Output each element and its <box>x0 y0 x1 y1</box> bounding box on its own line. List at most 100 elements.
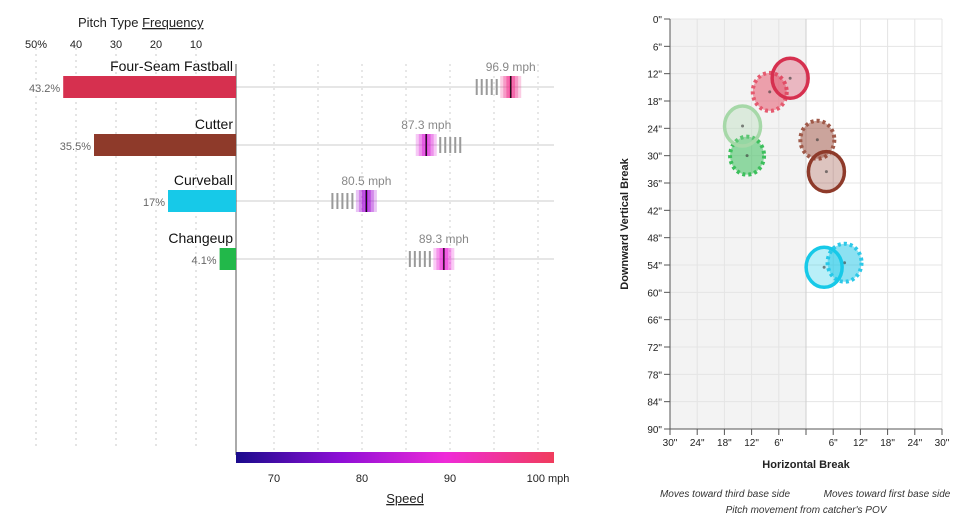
movement-y-axis-title: Downward Vertical Break <box>619 157 631 289</box>
frequency-value-label: 43.2% <box>29 83 60 95</box>
frequency-value-label: 35.5% <box>60 141 91 153</box>
speed-mark-band <box>451 248 455 270</box>
speed-mark-band <box>436 248 440 270</box>
frequency-bars: Four-Seam Fastball 43.2% Cutter 35.5% Curveb… <box>29 58 237 270</box>
speed-mark-band <box>433 248 437 270</box>
movement-caption: Pitch movement from catcher's POV <box>726 505 888 516</box>
movement-x-tick-label: 6" <box>829 438 839 449</box>
frequency-bar <box>63 76 237 98</box>
movement-y-tick-label: 48" <box>647 234 662 245</box>
movement-y-tick-label: 12" <box>647 70 662 81</box>
speed-tick-label: 100 mph <box>527 473 570 485</box>
frequency-tick-label: 20 <box>150 39 162 51</box>
speed-mark-band <box>427 134 431 156</box>
movement-x-axis-title: Horizontal Break <box>762 459 850 471</box>
movement-y-tick-label: 42" <box>647 206 662 217</box>
movement-y-tick-label: 18" <box>647 97 662 108</box>
frequency-title: Pitch Type Frequency <box>78 15 204 30</box>
speed-tick-label: 90 <box>444 473 456 485</box>
speed-tick-labels: 70 80 90 100 mph <box>268 473 570 485</box>
movement-y-tick-labels: 0" 6" 12" 18" 24" 30" 36" 42" 48" 54" 60" 66" 72" 78"… <box>647 15 670 436</box>
frequency-bar <box>94 134 236 156</box>
movement-point-center <box>822 265 826 269</box>
frequency-tick-label: 10 <box>190 39 202 51</box>
movement-x-tick-label: 6" <box>774 438 784 449</box>
movement-point-center <box>815 138 819 142</box>
speed-gridlines <box>236 64 554 450</box>
third-base-note: Moves toward third base side <box>660 489 791 500</box>
movement-x-tick-label: 12" <box>853 438 868 449</box>
speed-mark-band <box>439 248 443 270</box>
first-base-note: Moves toward first base side <box>824 489 951 500</box>
speed-axis-title: Speed <box>386 491 424 506</box>
movement-x-tick-labels: 30" 24" 18" 12" 6" 6" 12" 18" 24" 30" <box>663 429 950 449</box>
speed-mark-band <box>373 190 377 212</box>
frequency-tick-label: 40 <box>70 39 82 51</box>
movement-points <box>722 56 864 290</box>
frequency-gridlines <box>35 48 197 448</box>
speed-value-label: 87.3 mph <box>401 118 451 132</box>
movement-x-tick-label: 18" <box>880 438 895 449</box>
movement-point-center <box>788 76 792 80</box>
speed-mark-band <box>361 190 365 212</box>
speed-mark-band <box>418 134 422 156</box>
movement-y-tick-label: 24" <box>647 124 662 135</box>
movement-point-center <box>843 261 847 265</box>
speed-value-label: 80.5 mph <box>341 174 391 188</box>
frequency-bar <box>168 190 236 212</box>
speed-mark-band <box>430 134 434 156</box>
pitch-category-label: Changeup <box>168 230 233 246</box>
speed-mark-band <box>370 190 374 212</box>
movement-y-tick-label: 90" <box>647 425 662 436</box>
movement-y-tick-label: 54" <box>647 261 662 272</box>
speed-marks: 96.9 mph 87.3 mph 80.5 mph 89.3 mph <box>331 60 536 270</box>
frequency-tick-label: 30 <box>110 39 122 51</box>
movement-y-tick-label: 66" <box>647 316 662 327</box>
speed-mark-band <box>515 76 519 98</box>
movement-x-tick-label: 18" <box>717 438 732 449</box>
speed-tick-label: 70 <box>268 473 280 485</box>
movement-x-tick-label: 12" <box>744 438 759 449</box>
movement-y-tick-label: 0" <box>653 15 663 26</box>
movement-y-tick-label: 78" <box>647 370 662 381</box>
frequency-value-label: 4.1% <box>192 255 217 267</box>
movement-y-tick-label: 30" <box>647 152 662 163</box>
speed-tick-label: 80 <box>356 473 368 485</box>
speed-mark-band <box>445 248 449 270</box>
movement-point-center <box>745 154 749 158</box>
movement-x-tick-label: 30" <box>663 438 678 449</box>
speed-mark-band <box>448 248 452 270</box>
speed-mark-band <box>518 76 522 98</box>
movement-y-tick-label: 72" <box>647 343 662 354</box>
speed-mark-band <box>433 134 437 156</box>
speed-mark-band <box>503 76 507 98</box>
movement-x-tick-label: 24" <box>690 438 705 449</box>
movement-point-center <box>768 90 772 94</box>
frequency-bar <box>219 248 236 270</box>
speed-mark-band <box>512 76 516 98</box>
movement-y-tick-label: 84" <box>647 398 662 409</box>
speed-mark-band <box>358 190 362 212</box>
frequency-value-label: 17% <box>143 197 165 209</box>
pitch-category-label: Cutter <box>195 116 233 132</box>
speed-colorbar <box>236 452 554 463</box>
movement-x-tick-label: 30" <box>935 438 950 449</box>
speed-mark-band <box>415 134 419 156</box>
speed-mark-band <box>506 76 510 98</box>
pitch-category-label: Four-Seam Fastball <box>110 58 233 74</box>
speed-mark-band <box>355 190 359 212</box>
speed-value-label: 96.9 mph <box>486 60 536 74</box>
speed-value-label: 89.3 mph <box>419 232 469 246</box>
movement-y-tick-label: 36" <box>647 179 662 190</box>
movement-x-tick-label: 24" <box>907 438 922 449</box>
movement-point-center <box>741 124 745 128</box>
frequency-tick-label: 50% <box>25 39 47 51</box>
pitch-category-label: Curveball <box>174 172 233 188</box>
speed-mark-band <box>500 76 504 98</box>
frequency-tick-labels: 50% 40 30 20 10 <box>25 39 202 51</box>
movement-point-center <box>824 170 828 174</box>
speed-mark-band <box>367 190 371 212</box>
speed-mark-band <box>421 134 425 156</box>
movement-y-tick-label: 6" <box>653 42 663 53</box>
